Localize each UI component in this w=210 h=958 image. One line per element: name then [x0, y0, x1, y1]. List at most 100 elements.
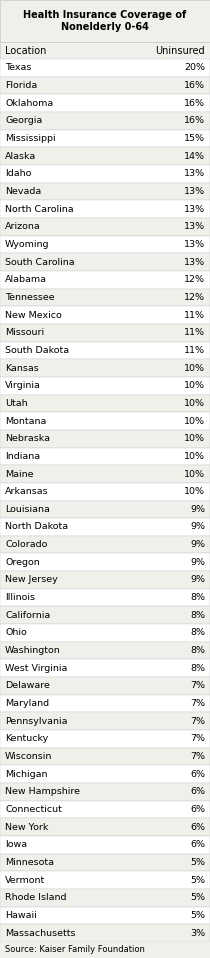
- Text: Delaware: Delaware: [5, 681, 50, 691]
- Text: Virginia: Virginia: [5, 381, 41, 390]
- Text: 11%: 11%: [184, 346, 205, 354]
- Text: 14%: 14%: [184, 151, 205, 161]
- Bar: [0, 77, 210, 94]
- Text: Tennessee: Tennessee: [5, 293, 55, 302]
- Text: 13%: 13%: [184, 187, 205, 196]
- Text: 12%: 12%: [184, 293, 205, 302]
- Bar: [0, 677, 210, 695]
- Text: 13%: 13%: [184, 170, 205, 178]
- Bar: [0, 271, 210, 288]
- Text: Michigan: Michigan: [5, 769, 47, 779]
- Text: 10%: 10%: [184, 417, 205, 425]
- Text: Illinois: Illinois: [5, 593, 35, 603]
- Text: 9%: 9%: [190, 540, 205, 549]
- Bar: [0, 412, 210, 430]
- Text: Colorado: Colorado: [5, 540, 47, 549]
- Text: 5%: 5%: [190, 911, 205, 920]
- Bar: [0, 713, 210, 730]
- Text: Pennsylvania: Pennsylvania: [5, 717, 67, 726]
- Text: 9%: 9%: [190, 576, 205, 584]
- Bar: [0, 872, 210, 889]
- Bar: [0, 748, 210, 765]
- Text: Arkansas: Arkansas: [5, 488, 49, 496]
- Bar: [0, 183, 210, 200]
- Text: Connecticut: Connecticut: [5, 805, 62, 814]
- Bar: [0, 359, 210, 376]
- Bar: [0, 589, 210, 606]
- Text: 16%: 16%: [184, 99, 205, 107]
- Text: 5%: 5%: [190, 876, 205, 884]
- Text: Maine: Maine: [5, 469, 34, 478]
- Bar: [0, 783, 210, 801]
- Text: 8%: 8%: [190, 646, 205, 655]
- Text: Hawaii: Hawaii: [5, 911, 37, 920]
- Bar: [0, 624, 210, 642]
- Bar: [0, 554, 210, 571]
- Text: South Carolina: South Carolina: [5, 258, 75, 266]
- Text: Maryland: Maryland: [5, 699, 49, 708]
- Text: 10%: 10%: [184, 434, 205, 444]
- Text: 8%: 8%: [190, 611, 205, 620]
- Text: 5%: 5%: [190, 858, 205, 867]
- Bar: [0, 217, 210, 236]
- Bar: [0, 854, 210, 872]
- Text: Kentucky: Kentucky: [5, 735, 48, 743]
- Bar: [0, 906, 210, 924]
- Text: 13%: 13%: [184, 240, 205, 249]
- Text: 10%: 10%: [184, 399, 205, 408]
- Text: 15%: 15%: [184, 134, 205, 143]
- Text: 11%: 11%: [184, 310, 205, 320]
- Bar: [0, 94, 210, 112]
- Bar: [0, 818, 210, 836]
- Text: Idaho: Idaho: [5, 170, 31, 178]
- Text: Nevada: Nevada: [5, 187, 41, 196]
- Text: 13%: 13%: [184, 258, 205, 266]
- Text: 8%: 8%: [190, 628, 205, 637]
- Text: Vermont: Vermont: [5, 876, 45, 884]
- Text: Indiana: Indiana: [5, 452, 40, 461]
- Text: Iowa: Iowa: [5, 840, 27, 850]
- Text: Source: Kaiser Family Foundation: Source: Kaiser Family Foundation: [5, 946, 145, 954]
- Text: Georgia: Georgia: [5, 116, 42, 125]
- Bar: [0, 253, 210, 271]
- Bar: [0, 571, 210, 589]
- Text: New Mexico: New Mexico: [5, 310, 62, 320]
- Text: 16%: 16%: [184, 116, 205, 125]
- Text: 6%: 6%: [190, 840, 205, 850]
- Text: Missouri: Missouri: [5, 329, 44, 337]
- Bar: [0, 447, 210, 466]
- Text: 7%: 7%: [190, 735, 205, 743]
- Bar: [0, 889, 210, 906]
- Bar: [0, 59, 210, 77]
- Bar: [0, 288, 210, 307]
- Text: 9%: 9%: [190, 522, 205, 532]
- Text: 3%: 3%: [190, 928, 205, 938]
- Text: 6%: 6%: [190, 823, 205, 832]
- Text: 10%: 10%: [184, 488, 205, 496]
- Bar: [0, 395, 210, 412]
- Text: Rhode Island: Rhode Island: [5, 894, 67, 902]
- Text: 6%: 6%: [190, 769, 205, 779]
- Bar: [0, 324, 210, 342]
- Bar: [0, 730, 210, 748]
- Text: Mississippi: Mississippi: [5, 134, 56, 143]
- Text: 13%: 13%: [184, 222, 205, 231]
- Bar: [0, 642, 210, 659]
- Bar: [0, 430, 210, 447]
- Bar: [0, 200, 210, 217]
- Bar: [0, 376, 210, 395]
- Text: New York: New York: [5, 823, 48, 832]
- Text: North Carolina: North Carolina: [5, 205, 74, 214]
- Text: 8%: 8%: [190, 593, 205, 603]
- Text: South Dakota: South Dakota: [5, 346, 69, 354]
- Bar: [0, 606, 210, 624]
- Text: Oklahoma: Oklahoma: [5, 99, 53, 107]
- Bar: [0, 129, 210, 148]
- Text: 7%: 7%: [190, 752, 205, 761]
- Text: Louisiana: Louisiana: [5, 505, 50, 513]
- Text: Florida: Florida: [5, 81, 37, 90]
- Bar: [0, 765, 210, 783]
- Bar: [0, 659, 210, 677]
- Bar: [0, 307, 210, 324]
- Bar: [0, 0, 210, 42]
